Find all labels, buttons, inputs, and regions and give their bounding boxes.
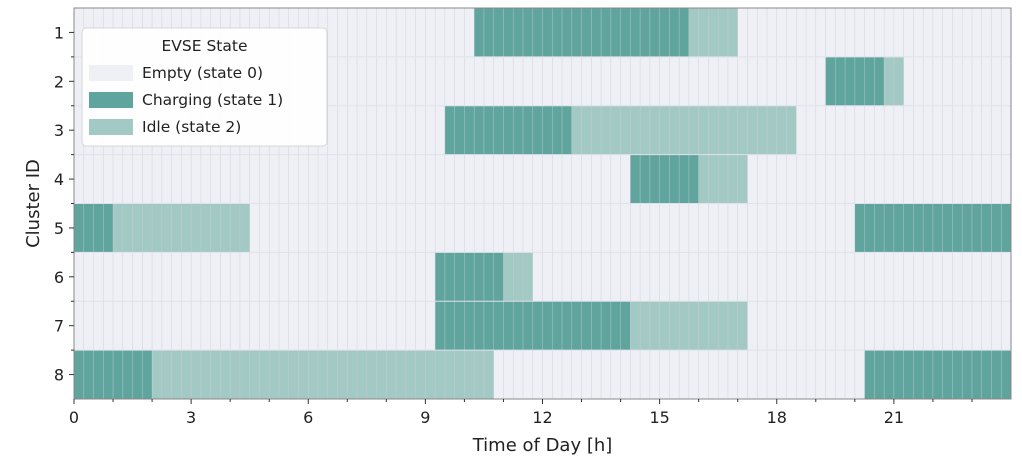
y-tick-label: 8	[54, 366, 64, 385]
legend-swatch-state-1	[89, 92, 133, 108]
plot-area	[73, 7, 1012, 400]
cluster-8-segment-2	[152, 350, 494, 399]
cluster-1-segment-2	[688, 8, 738, 57]
x-axis: 0 3 6 9 12 15 18 21	[69, 399, 973, 427]
legend-label-state-2: Idle (state 2)	[142, 118, 241, 136]
y-tick-label: 1	[54, 23, 64, 42]
cluster-4-segment-1	[630, 154, 699, 204]
cluster-6-segment-2	[503, 252, 533, 302]
cluster-8-segment-3	[864, 350, 1011, 399]
x-tick-label: 9	[420, 408, 430, 427]
y-axis: 1 2 3 4 5 6 7 8	[54, 23, 74, 385]
y-tick-label: 6	[54, 268, 64, 287]
x-tick-label: 21	[884, 408, 904, 427]
x-tick-label: 3	[186, 408, 196, 427]
legend-title: EVSE State	[162, 37, 248, 55]
legend-box	[81, 27, 328, 147]
legend-label-state-0: Empty (state 0)	[142, 64, 263, 82]
legend: EVSE State Empty (state 0) Charging (state…	[81, 27, 328, 147]
legend-swatch-state-2	[89, 119, 133, 135]
legend-swatch-state-0	[89, 65, 133, 81]
x-tick-label: 0	[69, 408, 79, 427]
cluster-3-segment-2	[571, 105, 797, 155]
y-tick-label: 5	[54, 219, 64, 238]
y-tick-label: 2	[54, 72, 64, 91]
cluster-6-segment-1	[435, 252, 504, 302]
y-axis-label: Cluster ID	[23, 159, 44, 248]
legend-label-state-1: Charging (state 1)	[142, 91, 283, 109]
y-tick-label: 7	[54, 317, 64, 336]
x-axis-label: Time of Day [h]	[472, 435, 613, 456]
x-tick-label: 18	[767, 408, 787, 427]
cluster-3-segment-1	[444, 105, 572, 155]
y-tick-label: 4	[54, 170, 64, 189]
cluster-4-segment-2	[698, 154, 748, 204]
x-tick-label: 12	[532, 408, 552, 427]
x-tick-label: 6	[303, 408, 313, 427]
x-tick-label: 15	[649, 408, 669, 427]
time-grid	[74, 8, 1011, 399]
y-tick-label: 3	[54, 121, 64, 140]
